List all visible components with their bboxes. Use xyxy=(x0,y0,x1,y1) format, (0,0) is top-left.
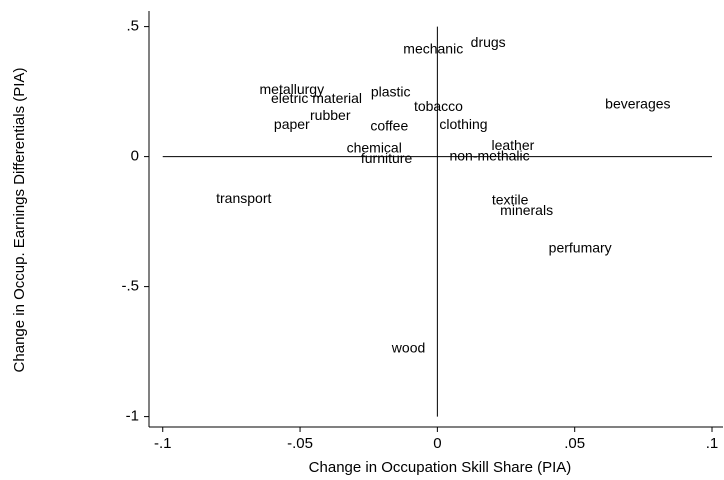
point-label: clothing xyxy=(439,116,487,132)
x-tick-label: -.1 xyxy=(154,435,172,452)
point-label: metallurgy xyxy=(260,81,325,97)
point-label: non-methalic xyxy=(449,147,529,163)
point-label: furniture xyxy=(361,150,413,166)
point-label: paper xyxy=(274,116,310,132)
point-label: coffee xyxy=(370,117,408,133)
point-label: mechanic xyxy=(403,41,463,57)
x-tick-label: .05 xyxy=(564,435,585,452)
y-axis-title: Change in Occup. Earnings Differentials … xyxy=(11,68,28,373)
y-tick-label: 0 xyxy=(131,148,139,165)
point-label: drugs xyxy=(471,34,506,50)
point-label: rubber xyxy=(310,107,351,123)
point-label: minerals xyxy=(500,202,553,218)
point-label: transport xyxy=(216,190,271,206)
point-label: leather xyxy=(491,137,534,153)
x-tick-label: -.05 xyxy=(287,435,313,452)
point-label: perfumary xyxy=(549,240,612,256)
point-label: eletric material xyxy=(271,90,362,106)
point-label: beverages xyxy=(605,95,670,111)
point-label: plastic xyxy=(371,84,411,100)
point-label: tobacco xyxy=(414,98,463,114)
y-tick-label: -1 xyxy=(126,408,139,425)
point-label: chemical xyxy=(347,140,402,156)
x-tick-label: 0 xyxy=(433,435,441,452)
point-label: textile xyxy=(492,192,529,208)
x-axis-title: Change in Occupation Skill Share (PIA) xyxy=(309,459,572,476)
x-tick-label: .1 xyxy=(706,435,719,452)
y-tick-label: -.5 xyxy=(121,278,139,295)
y-tick-label: .5 xyxy=(126,18,139,35)
point-label: wood xyxy=(391,340,425,356)
